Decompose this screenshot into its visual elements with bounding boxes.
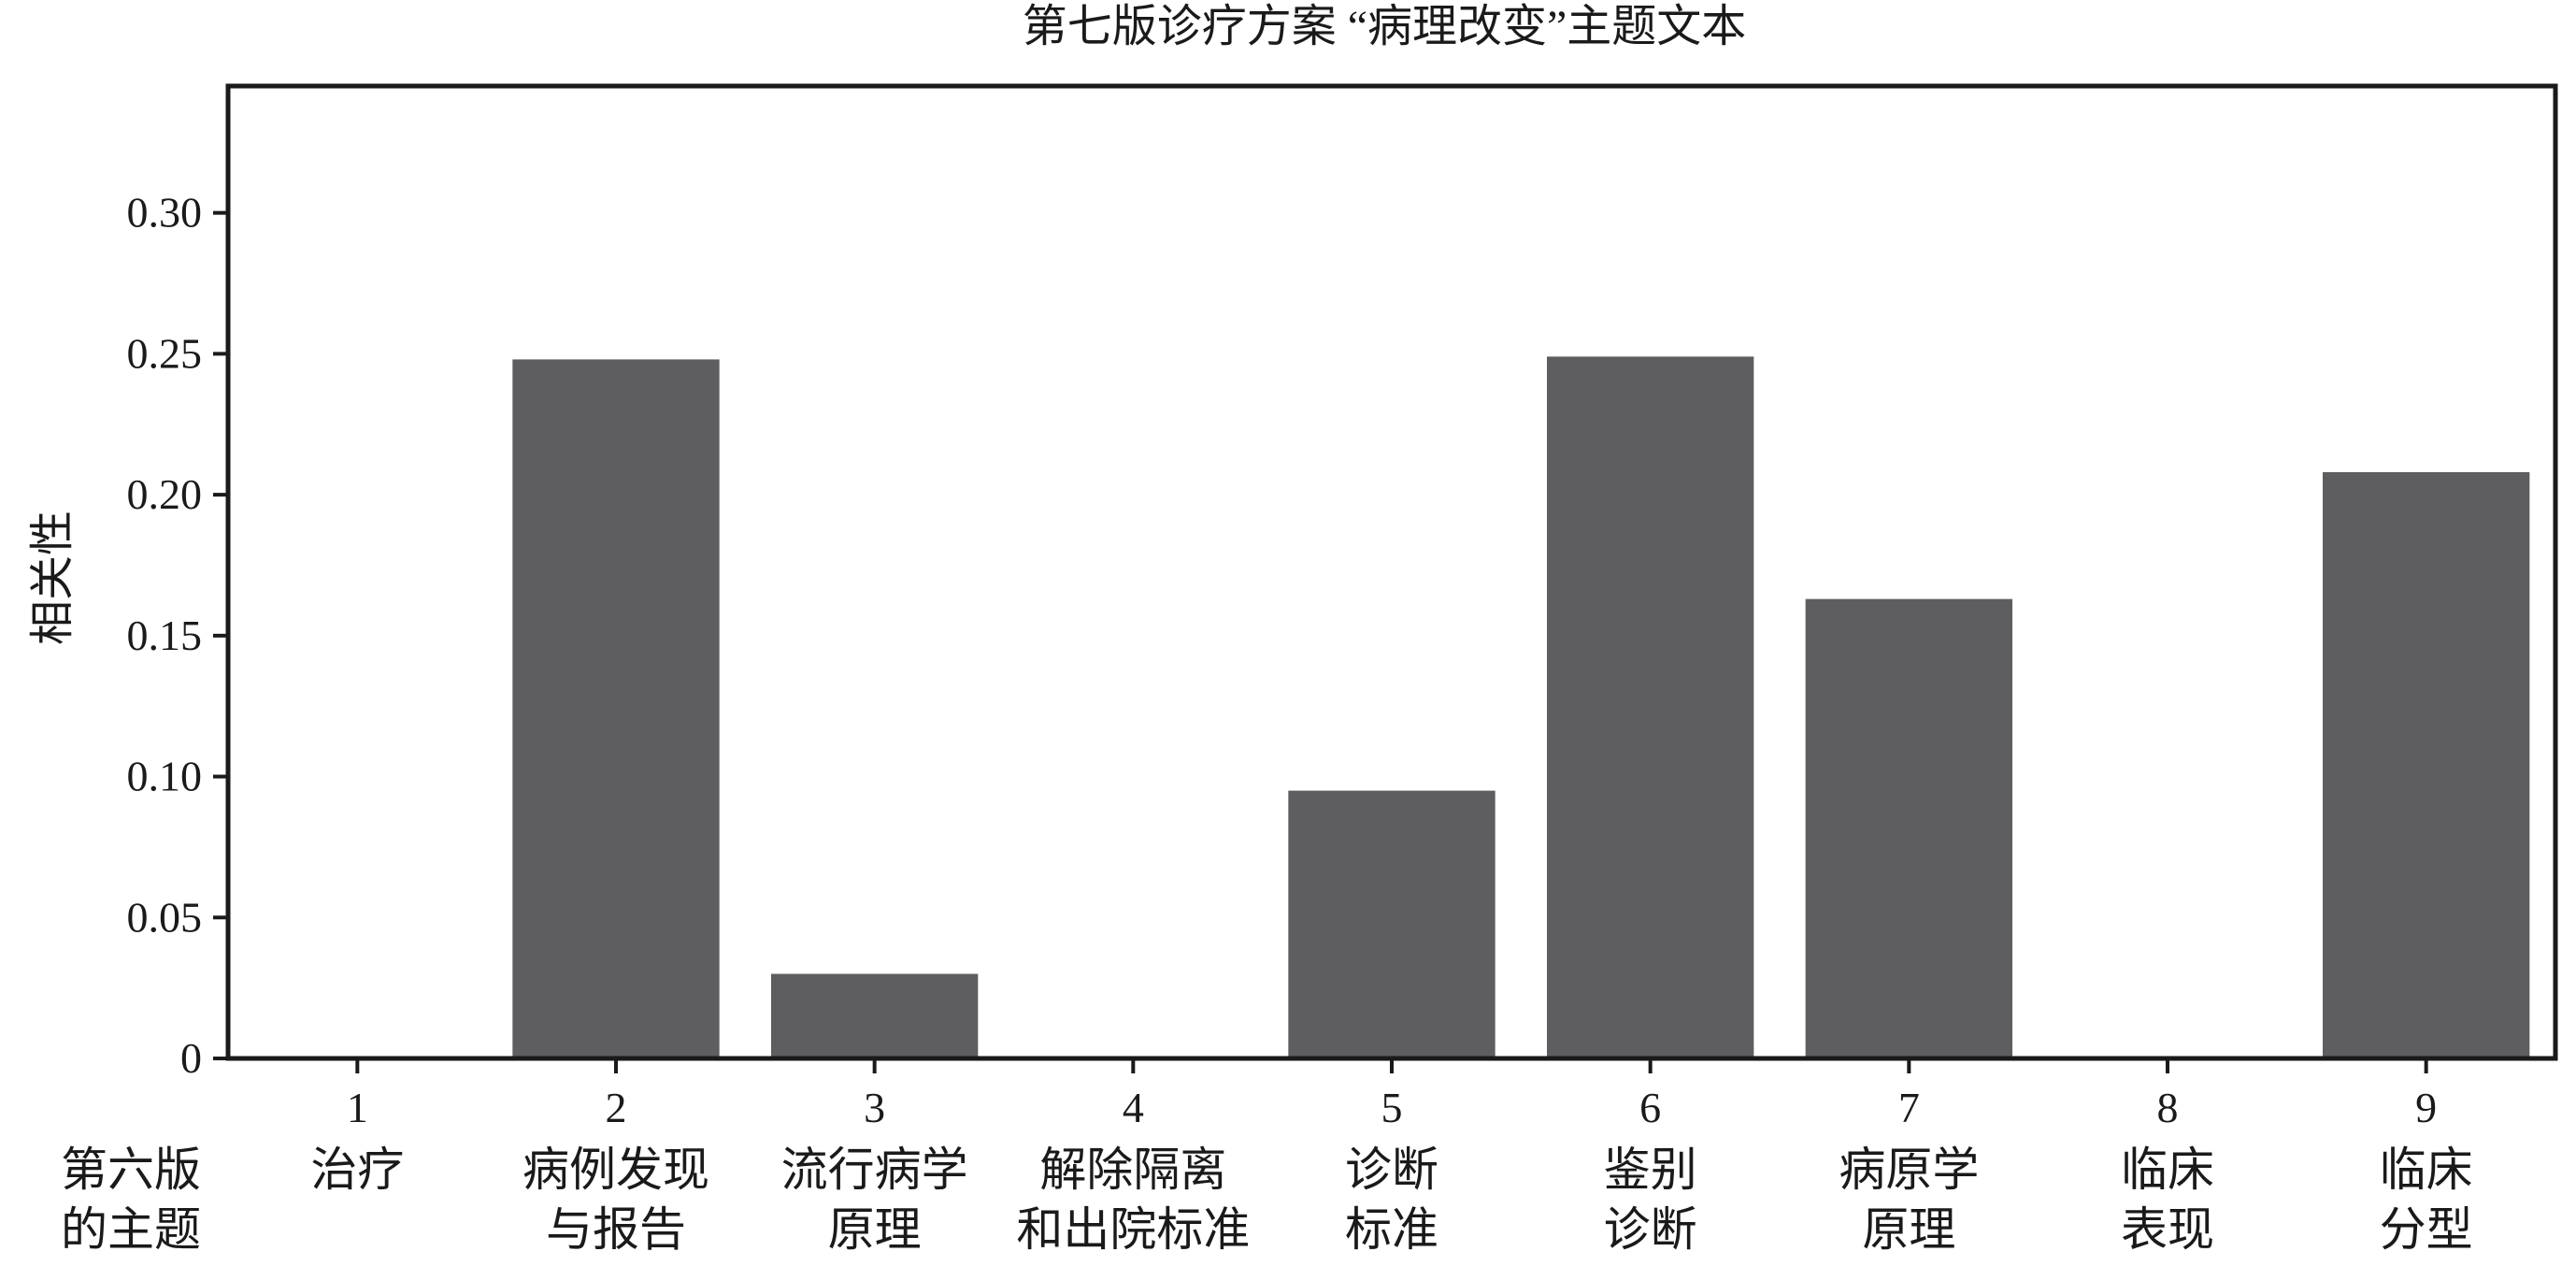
category-name-line: 临床: [2121, 1144, 2214, 1196]
bar-6: [1547, 356, 1754, 1058]
y-tick-label: 0.30: [127, 189, 203, 237]
category-name-line: 和出院标准: [1016, 1203, 1250, 1256]
y-tick-label: 0.10: [127, 753, 203, 800]
y-tick-label: 0: [180, 1034, 202, 1082]
category-name-line: 表现: [2121, 1203, 2214, 1256]
x-tick-label: 6: [1639, 1084, 1661, 1131]
bar-9: [2323, 471, 2530, 1059]
category-name-line: 标准: [1345, 1203, 1438, 1256]
category-name-line: 治疗: [310, 1144, 404, 1196]
y-tick-label: 0.15: [127, 611, 203, 659]
category-name-line: 诊断: [1345, 1144, 1438, 1196]
category-name-line: 诊断: [1604, 1203, 1697, 1256]
x-tick-label: 5: [1381, 1084, 1403, 1131]
category-name-line: 原理: [1862, 1203, 1955, 1256]
category-name-line: 分型: [2380, 1203, 2473, 1256]
chart-title: 第七版诊疗方案 “病理改变”主题文本: [1023, 2, 1747, 51]
y-tick-label: 0.20: [127, 470, 203, 518]
row-header-line: 的主题: [61, 1203, 201, 1256]
row-header-line: 第六版: [61, 1144, 201, 1196]
y-tick-label: 0.05: [127, 893, 203, 941]
category-name-line: 临床: [2380, 1144, 2473, 1196]
bar-3: [771, 973, 979, 1058]
y-axis: 0 0.05 0.10 0.15 0.20 0.25 0.30: [127, 189, 228, 1082]
bar-2: [512, 359, 720, 1059]
category-name-line: 病例发现: [522, 1144, 709, 1196]
y-axis-label: 相关性: [28, 511, 78, 645]
x-tick-label: 8: [2157, 1084, 2179, 1131]
bar-7: [1805, 598, 2012, 1058]
x-tick-label: 3: [864, 1084, 885, 1131]
x-tick-label: 1: [347, 1084, 368, 1131]
y-tick-label: 0.25: [127, 329, 203, 377]
category-name-line: 流行病学: [781, 1144, 968, 1196]
x-tick-label: 9: [2415, 1084, 2437, 1131]
category-name-line: 鉴别: [1604, 1144, 1697, 1196]
bars-group: [512, 356, 2530, 1059]
category-name-line: 病原学: [1839, 1144, 1979, 1196]
category-name-line: 原理: [828, 1203, 922, 1256]
x-tick-label: 7: [1898, 1084, 1920, 1131]
x-tick-label: 4: [1123, 1084, 1144, 1131]
x-tick-label: 2: [606, 1084, 627, 1131]
x-axis: 1治疗2病例发现与报告3流行病学原理4解除隔离和出院标准5诊断标准6鉴别诊断7病…: [310, 1058, 2473, 1256]
category-name-line: 与报告: [546, 1203, 686, 1256]
category-name-line: 解除隔离: [1039, 1144, 1226, 1196]
plot-frame: [225, 83, 2558, 1061]
bar-5: [1288, 790, 1496, 1058]
